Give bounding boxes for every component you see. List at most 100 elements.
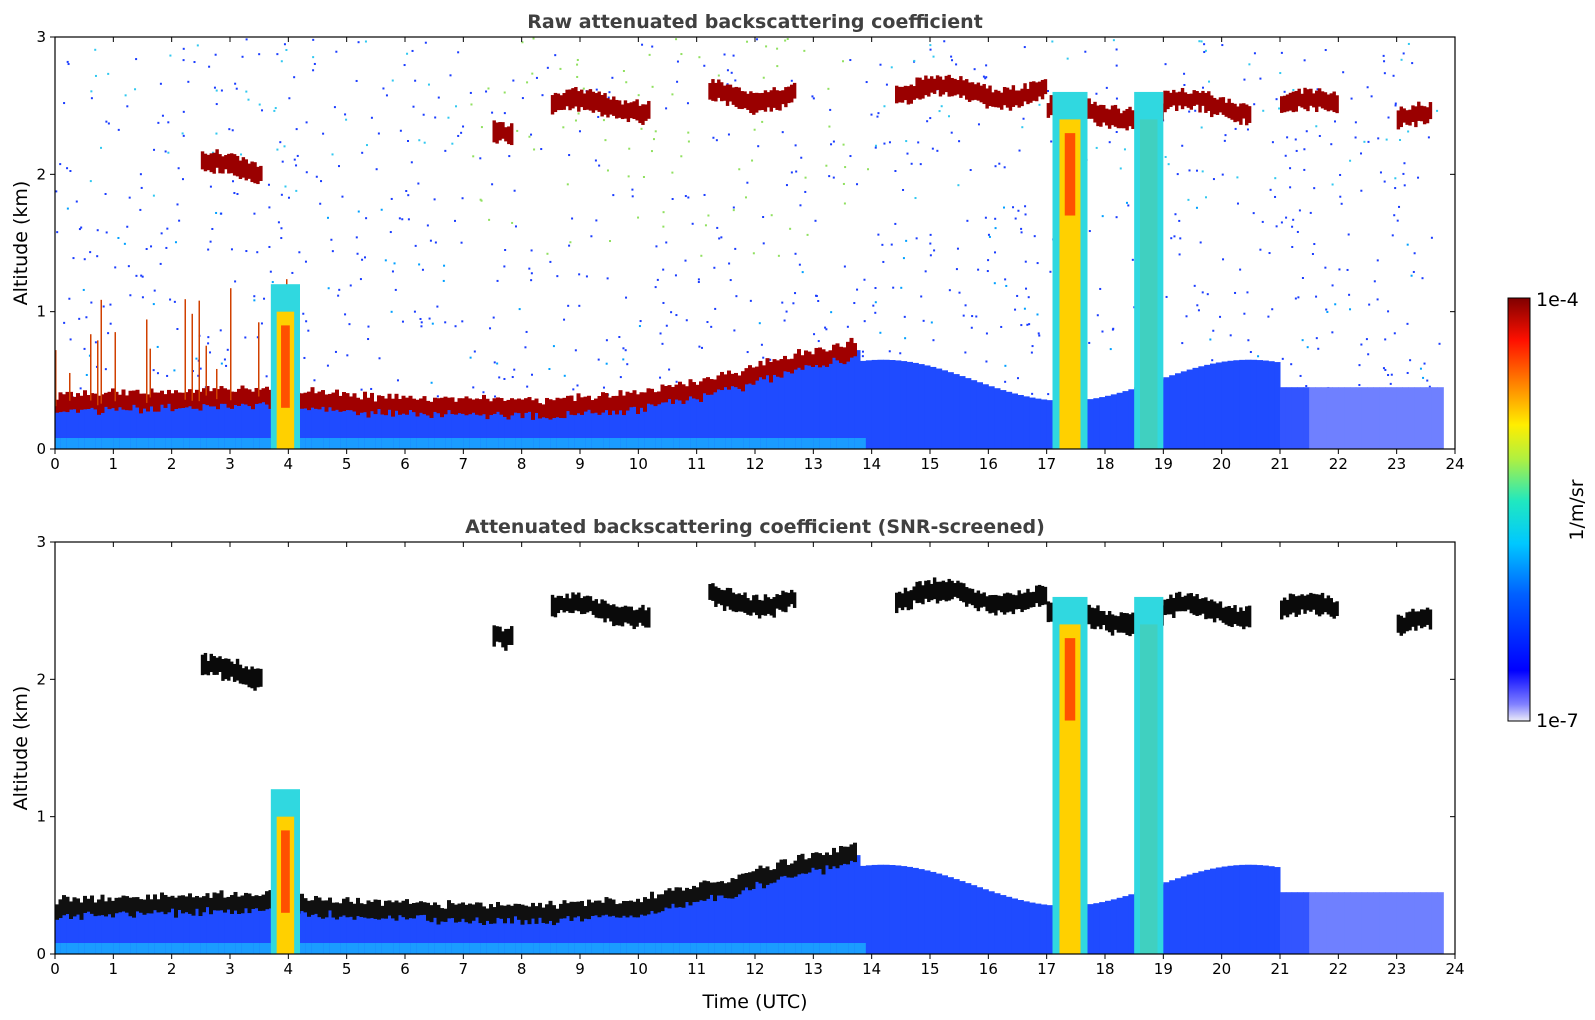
cloud-segment: [582, 596, 587, 614]
bl-segment: [534, 906, 539, 924]
noise-pixel: [1278, 107, 1281, 110]
noise-pixel: [578, 273, 581, 276]
colorbar-gradient: [1507, 297, 1531, 722]
cloud-segment: [778, 594, 782, 610]
noise-pixel: [1305, 385, 1308, 388]
bl-segment: [160, 892, 164, 912]
bl-segment: [849, 844, 854, 861]
noise-pixel: [1284, 154, 1287, 157]
bl-segment: [429, 401, 434, 418]
surface-column: [311, 905, 318, 954]
cloud-segment: [1087, 604, 1091, 625]
surface-column: [959, 881, 966, 954]
noise-pixel: [107, 332, 110, 335]
surface-near-ground: [795, 943, 803, 954]
surface-column: [947, 877, 954, 954]
bl-spike: [184, 299, 186, 400]
noise-pixel: [876, 115, 879, 118]
surface-near-ground: [422, 943, 429, 954]
bl-segment: [664, 386, 668, 403]
noise-pixel: [530, 133, 533, 136]
surface-near-ground: [690, 438, 698, 449]
cloud-segment: [792, 82, 797, 99]
noise-pixel: [1285, 216, 1288, 219]
noise-pixel: [932, 55, 935, 58]
surface-near-ground: [416, 943, 423, 954]
surface-near-ground: [305, 943, 313, 954]
cloud-segment: [235, 658, 240, 681]
bl-segment: [468, 398, 472, 415]
surface-column: [1285, 387, 1293, 449]
noise-pixel: [801, 271, 804, 274]
surface-column: [825, 860, 832, 954]
cloud-segment: [1096, 105, 1100, 127]
surface-column: [381, 909, 388, 954]
cloud-segment: [1166, 90, 1170, 110]
surface-column: [965, 883, 972, 954]
noise-pixel: [1294, 138, 1297, 141]
cloud-segment: [629, 102, 633, 119]
noise-pixel: [313, 379, 316, 382]
surface-near-ground: [55, 438, 62, 449]
x-tick-label: 4: [284, 960, 294, 978]
noise-pixel: [293, 158, 296, 161]
noise-pixel: [697, 281, 700, 284]
surface-near-ground: [212, 438, 219, 449]
noise-pixel: [811, 95, 814, 98]
surface-near-ground: [165, 438, 173, 449]
x-tick-label: 8: [517, 960, 527, 978]
surface-column: [230, 397, 237, 449]
noise-pixel: [214, 53, 217, 56]
noise-pixel: [714, 307, 717, 310]
noise-pixel: [1286, 136, 1289, 139]
noise-pixel: [1315, 125, 1318, 128]
surface-column: [1402, 892, 1409, 954]
surface-near-ground: [265, 943, 272, 954]
noise-pixel: [1030, 351, 1033, 354]
noise-pixel: [651, 45, 654, 48]
surface-near-ground: [381, 438, 388, 449]
noise-pixel: [344, 113, 347, 116]
cloud-segment: [1245, 606, 1249, 627]
bl-segment: [55, 904, 59, 920]
cloud-segment: [632, 101, 636, 119]
cloud-segment: [1128, 614, 1132, 637]
cloud-segment: [1425, 607, 1430, 625]
bl-segment: [758, 865, 763, 884]
noise-pixel: [929, 117, 932, 120]
noise-pixel: [367, 325, 370, 328]
cloud-segment: [203, 652, 208, 675]
noise-pixel: [460, 241, 463, 244]
bl-segment: [457, 903, 462, 922]
noise-pixel: [526, 81, 529, 84]
bl-segment: [807, 351, 812, 366]
noise-pixel: [799, 204, 802, 207]
noise-pixel: [734, 247, 737, 250]
noise-pixel: [700, 254, 703, 257]
noise-pixel: [1392, 74, 1395, 77]
colorbar: 1e-4 1e-7 1/m/sr: [1507, 289, 1588, 732]
cloud-segment: [1029, 592, 1033, 608]
cloud-segment: [1011, 594, 1016, 615]
noise-pixel: [268, 206, 271, 209]
noise-pixel: [1246, 128, 1249, 131]
surface-near-ground: [860, 438, 867, 449]
bl-segment: [489, 401, 493, 416]
cloud-segment: [909, 590, 913, 610]
noise-pixel: [503, 265, 506, 268]
noise-pixel: [334, 350, 337, 353]
surface-near-ground: [626, 943, 633, 954]
noise-pixel: [1038, 334, 1041, 337]
surface-column: [585, 405, 593, 449]
noise-pixel: [245, 38, 248, 41]
noise-pixel: [984, 77, 987, 80]
noise-pixel: [817, 300, 820, 303]
surface-near-ground: [346, 943, 353, 954]
x-tick-label: 8: [517, 455, 527, 473]
noise-pixel: [1183, 72, 1186, 75]
bl-segment: [615, 904, 619, 918]
surface-near-ground: [632, 943, 639, 954]
noise-pixel: [985, 76, 988, 79]
surface-column: [346, 908, 353, 954]
bl-segment: [695, 384, 700, 400]
